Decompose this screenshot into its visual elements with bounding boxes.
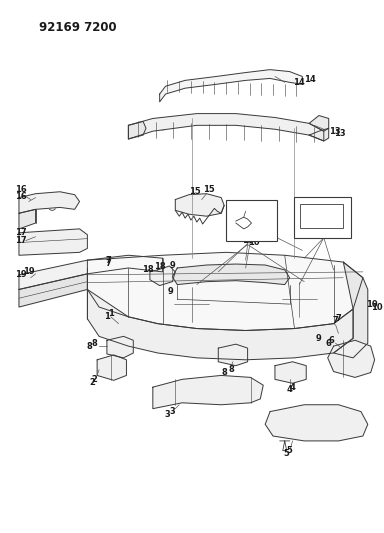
Polygon shape bbox=[19, 255, 162, 289]
Text: 10: 10 bbox=[242, 236, 253, 245]
Text: 6: 6 bbox=[326, 338, 332, 348]
Polygon shape bbox=[328, 340, 375, 377]
Text: 6: 6 bbox=[329, 336, 334, 345]
Polygon shape bbox=[88, 252, 363, 330]
Text: 7: 7 bbox=[106, 259, 112, 268]
Polygon shape bbox=[97, 355, 126, 381]
Text: 8: 8 bbox=[228, 365, 234, 374]
Polygon shape bbox=[275, 362, 306, 383]
Text: 12: 12 bbox=[233, 232, 245, 241]
Text: 4: 4 bbox=[287, 385, 293, 393]
Text: 18: 18 bbox=[154, 262, 166, 271]
Polygon shape bbox=[175, 193, 224, 216]
Text: 10: 10 bbox=[366, 300, 377, 309]
Text: 1: 1 bbox=[104, 312, 110, 321]
Text: 4: 4 bbox=[290, 383, 295, 392]
Text: 14: 14 bbox=[304, 75, 316, 84]
Text: 18: 18 bbox=[142, 265, 154, 274]
Text: 8: 8 bbox=[221, 368, 227, 377]
Polygon shape bbox=[265, 405, 368, 441]
Text: 2: 2 bbox=[91, 375, 97, 384]
Text: 19: 19 bbox=[15, 270, 27, 279]
Text: 19: 19 bbox=[23, 268, 35, 277]
Polygon shape bbox=[128, 122, 146, 139]
Polygon shape bbox=[19, 229, 88, 255]
Polygon shape bbox=[128, 114, 324, 141]
Polygon shape bbox=[150, 266, 175, 286]
Polygon shape bbox=[19, 274, 88, 307]
Polygon shape bbox=[19, 209, 36, 229]
Text: 13: 13 bbox=[334, 128, 345, 138]
Text: 2: 2 bbox=[89, 378, 95, 387]
Polygon shape bbox=[153, 375, 263, 409]
Text: 3: 3 bbox=[169, 407, 175, 416]
Text: 9: 9 bbox=[169, 261, 175, 270]
Text: 13: 13 bbox=[329, 127, 340, 136]
Text: 1: 1 bbox=[108, 309, 114, 318]
Text: 16: 16 bbox=[15, 192, 27, 201]
Polygon shape bbox=[334, 262, 368, 358]
Polygon shape bbox=[309, 116, 329, 131]
Text: 8: 8 bbox=[91, 338, 97, 348]
Text: 8: 8 bbox=[86, 342, 92, 351]
Text: 92169 7200: 92169 7200 bbox=[38, 21, 116, 34]
Text: 7: 7 bbox=[336, 314, 341, 324]
Text: 7: 7 bbox=[106, 256, 112, 265]
Polygon shape bbox=[218, 344, 248, 366]
Text: 5: 5 bbox=[284, 449, 290, 458]
Polygon shape bbox=[107, 336, 133, 358]
Polygon shape bbox=[172, 264, 290, 285]
Polygon shape bbox=[88, 289, 353, 360]
Bar bbox=[300, 205, 343, 228]
Text: 17: 17 bbox=[15, 236, 27, 245]
Text: 14: 14 bbox=[293, 78, 304, 87]
Text: 3: 3 bbox=[165, 410, 170, 419]
Polygon shape bbox=[19, 192, 79, 213]
Text: 10: 10 bbox=[371, 303, 382, 312]
Polygon shape bbox=[160, 70, 302, 102]
Text: 15: 15 bbox=[203, 185, 214, 195]
Text: 11: 11 bbox=[298, 225, 309, 235]
Text: 17: 17 bbox=[15, 228, 27, 237]
Text: 9: 9 bbox=[316, 334, 322, 343]
Polygon shape bbox=[309, 128, 329, 141]
Bar bbox=[226, 199, 277, 240]
Text: 9: 9 bbox=[167, 287, 173, 296]
Text: 5: 5 bbox=[287, 446, 293, 455]
Text: 15: 15 bbox=[189, 187, 201, 196]
Text: 7: 7 bbox=[333, 316, 338, 325]
Text: 10: 10 bbox=[248, 238, 259, 247]
Bar bbox=[295, 197, 351, 238]
Text: 16: 16 bbox=[15, 185, 27, 195]
